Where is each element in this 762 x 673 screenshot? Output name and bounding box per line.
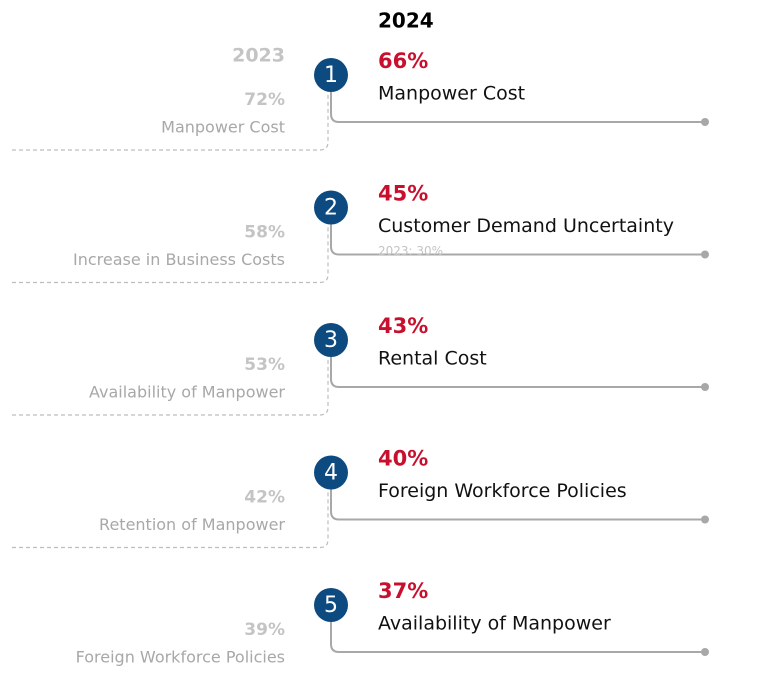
previous-label: Retention of Manpower — [99, 515, 285, 534]
connector-line — [330, 92, 705, 123]
previous-label: Availability of Manpower — [89, 383, 285, 402]
connector-line — [330, 622, 705, 653]
rank-badge — [314, 58, 348, 92]
rank-number: 3 — [324, 328, 338, 353]
rank-number: 5 — [324, 593, 338, 618]
current-value: 43% — [378, 314, 428, 338]
current-label: Customer Demand Uncertainty — [378, 215, 674, 237]
previous-label: Manpower Cost — [161, 118, 285, 137]
current-label: Availability of Manpower — [378, 613, 611, 635]
current-value: 45% — [378, 182, 428, 206]
current-value: 66% — [378, 49, 428, 73]
previous-note: 2023: 30% — [378, 244, 443, 258]
connector-dot — [701, 383, 709, 391]
rank-number: 4 — [324, 461, 338, 486]
previous-value: 53% — [244, 355, 285, 375]
connector-dot — [701, 250, 709, 259]
previous-year-header: 2023 — [232, 45, 285, 67]
rank-number: 1 — [324, 63, 338, 88]
current-label: Rental Cost — [378, 348, 487, 370]
current-value: 40% — [378, 447, 428, 471]
rank-badge — [314, 323, 348, 357]
current-value: 37% — [378, 579, 428, 603]
connector-line — [330, 224, 705, 256]
previous-value: 42% — [244, 488, 285, 508]
previous-label: Increase in Business Costs — [73, 250, 285, 269]
rank-badge — [314, 588, 348, 622]
connector-line — [330, 489, 705, 521]
previous-value: 72% — [244, 90, 285, 110]
previous-value: 58% — [244, 223, 285, 243]
previous-connector — [12, 92, 329, 151]
previous-value: 39% — [244, 620, 285, 640]
previous-connector — [12, 224, 329, 284]
previous-label: Foreign Workforce Policies — [76, 648, 285, 667]
current-label: Foreign Workforce Policies — [378, 480, 627, 502]
connector-dot — [701, 515, 709, 524]
rank-badge — [314, 190, 348, 225]
current-year-header: 2024 — [378, 9, 434, 33]
current-label: Manpower Cost — [378, 83, 525, 105]
previous-connector — [12, 489, 329, 549]
rank-number: 2 — [324, 196, 338, 221]
connector-dot — [701, 118, 709, 126]
previous-connector — [12, 357, 329, 416]
connector-line — [330, 357, 705, 388]
rank-badge — [314, 455, 348, 490]
connector-dot — [701, 648, 709, 656]
